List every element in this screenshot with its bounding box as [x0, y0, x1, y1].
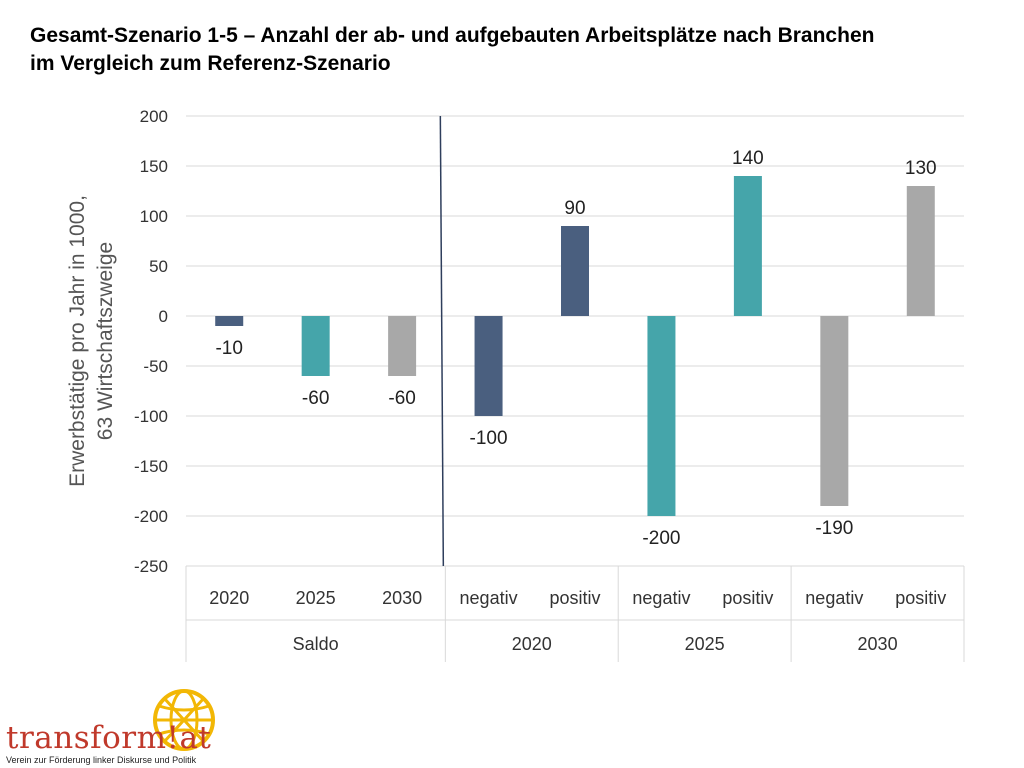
x-tick-label: positiv	[722, 588, 773, 608]
transform-logo: transform!at Verein zur Förderung linker…	[0, 680, 240, 768]
y-tick-label: -150	[134, 457, 168, 476]
x-tick-label: negativ	[805, 588, 863, 608]
bar	[733, 176, 762, 316]
bar	[388, 316, 417, 376]
data-label: -190	[815, 518, 853, 539]
bar	[647, 316, 676, 516]
separator-line	[439, 115, 445, 567]
bar	[474, 316, 503, 416]
x-tick-label: positiv	[549, 588, 600, 608]
bar	[561, 226, 589, 316]
y-axis-label: 63 Wirtschaftszweige	[94, 242, 117, 440]
x-tick-label: 2020	[209, 588, 249, 608]
chart-title-line-2: im Vergleich zum Referenz-Szenario	[30, 52, 391, 75]
y-tick-label: -100	[134, 407, 168, 426]
bar	[906, 186, 935, 316]
x-tick-label: 2025	[296, 588, 336, 608]
globe-icon	[153, 689, 215, 751]
group-label: Saldo	[293, 634, 339, 654]
x-tick-label: negativ	[632, 588, 690, 608]
logo-wordmark: transform!at	[6, 720, 212, 756]
y-tick-label: -200	[134, 507, 168, 526]
bar	[301, 316, 330, 376]
data-label: -100	[470, 428, 508, 449]
logo-tagline: Verein zur Förderung linker Diskurse und…	[6, 755, 197, 765]
data-label: 90	[564, 198, 585, 219]
bar	[215, 316, 244, 326]
data-label: -200	[642, 528, 680, 549]
y-tick-label: 0	[159, 307, 168, 326]
data-label: -60	[302, 388, 329, 409]
bar-chart: 200 150 100 50 0 -50 -100 -150 -200 -250 Erwerbstä…	[66, 107, 965, 662]
data-label: -10	[215, 338, 242, 359]
y-tick-label: 200	[140, 107, 168, 126]
y-tick-label: -50	[143, 357, 168, 376]
x-tick-label: negativ	[460, 588, 518, 608]
y-tick-label: 150	[140, 157, 168, 176]
chart-title-line-1: Gesamt-Szenario 1-5 – Anzahl der ab- und…	[30, 24, 875, 47]
data-label: 140	[732, 148, 764, 169]
group-label: 2020	[512, 634, 552, 654]
bar	[820, 316, 849, 506]
group-label: 2025	[685, 634, 725, 654]
chart-title: Gesamt-Szenario 1-5 – Anzahl der ab- und…	[30, 22, 1010, 78]
data-label: 130	[905, 158, 937, 179]
x-tick-label: positiv	[895, 588, 946, 608]
y-tick-label: 50	[149, 257, 168, 276]
y-axis-label: Erwerbstätige pro Jahr in 1000,	[66, 195, 89, 487]
y-tick-label: -250	[134, 557, 168, 576]
data-label: -60	[388, 388, 415, 409]
x-tick-label: 2030	[382, 588, 422, 608]
y-tick-label: 100	[140, 207, 168, 226]
group-label: 2030	[858, 634, 898, 654]
